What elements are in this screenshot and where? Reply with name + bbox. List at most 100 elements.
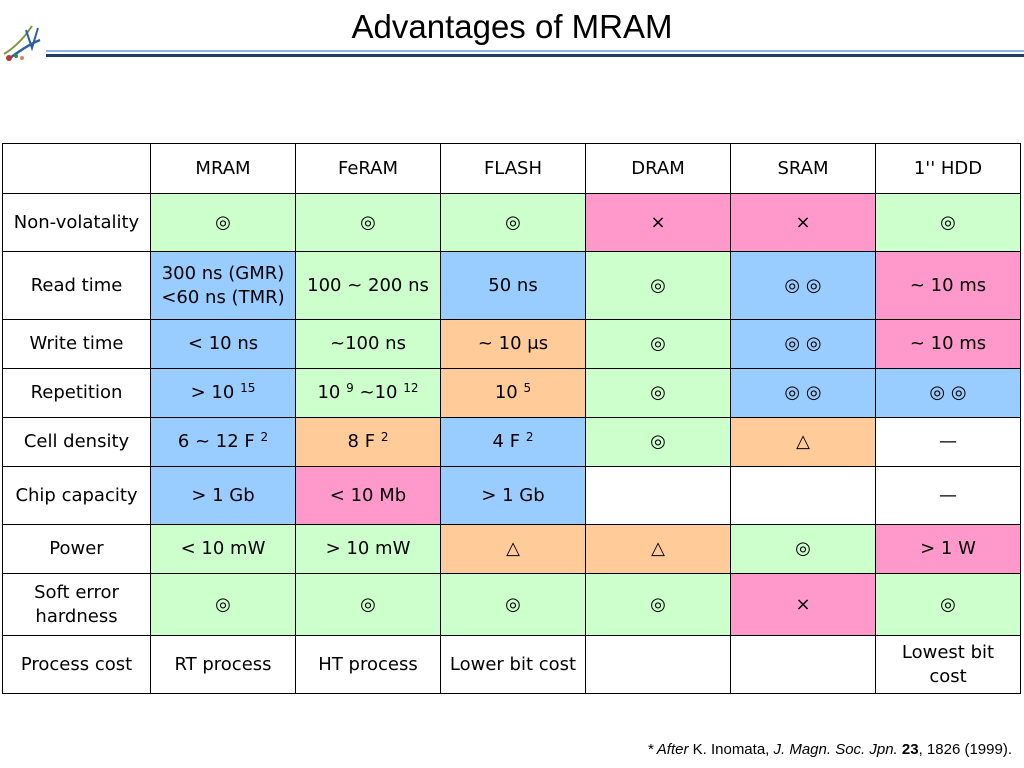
cell-capacity-flash: > 1 Gb (440, 466, 586, 525)
cell-density-flash: 4 F 2 (440, 417, 586, 467)
cell-read-mram: 300 ns (GMR) <60 ns (TMR) (150, 251, 296, 320)
header-hdd: 1'' HDD (875, 143, 1021, 194)
cell-cost-feram: HT process (295, 635, 441, 694)
cell-density-mram: 6 ~ 12 F 2 (150, 417, 296, 467)
cell-power-sram: ◎ (730, 524, 876, 574)
row-label: Soft error hardness (2, 573, 151, 636)
cell-cost-sram (730, 635, 876, 694)
cell-write-flash: ~ 10 μs (440, 319, 586, 369)
header-feram: FeRAM (295, 143, 441, 194)
footnote-volume: 23 (901, 741, 919, 758)
cell-power-flash: △ (440, 524, 586, 574)
row-label: Cell density (2, 417, 151, 467)
cell-rep-mram: > 10 15 (150, 368, 296, 418)
cell-density-feram-base: 8 F (347, 431, 376, 452)
cell-read-mram-gmr: 300 ns (GMR) (161, 262, 285, 284)
cell-rep-flash-exp: 5 (523, 381, 532, 395)
row-cell-density: Cell density 6 ~ 12 F 2 8 F 2 4 F 2 ◎ △ … (2, 417, 1021, 467)
cell-cost-dram (585, 635, 731, 694)
row-label: Write time (2, 319, 151, 369)
cell-softerror-dram: ◎ (585, 573, 731, 636)
cell-read-hdd: ~ 10 ms (875, 251, 1021, 320)
cell-rep-feram-mid: ~10 (359, 382, 398, 403)
cell-rep-mram-base: > 10 (190, 382, 235, 403)
citation-footnote: * After K. Inomata, J. Magn. Soc. Jpn. 2… (647, 740, 1012, 760)
row-nonvolatility: Non-volatality ◎ ◎ ◎ × × ◎ (2, 193, 1021, 252)
cell-read-mram-tmr: <60 ns (TMR) (161, 286, 285, 308)
cell-density-mram-base: 6 ~ 12 F (177, 431, 255, 452)
cell-read-flash: 50 ns (440, 251, 586, 320)
cell-density-feram: 8 F 2 (295, 417, 441, 467)
cell-density-sram: △ (730, 417, 876, 467)
title-underline-dark (46, 54, 1024, 57)
cell-density-hdd: — (875, 417, 1021, 467)
row-label: Chip capacity (2, 466, 151, 525)
title-underline-light (46, 50, 1024, 52)
cell-power-feram: > 10 mW (295, 524, 441, 574)
cell-capacity-hdd: — (875, 466, 1021, 525)
cell-rep-feram-exp2: 12 (403, 381, 419, 395)
cell-capacity-feram: < 10 Mb (295, 466, 441, 525)
row-repetition: Repetition > 10 15 10 9 ~10 12 10 5 ◎ ◎ … (2, 368, 1021, 418)
footnote-rest: , 1826 (1999). (918, 741, 1012, 758)
footnote-after: After (656, 741, 689, 758)
row-read-time: Read time 300 ns (GMR) <60 ns (TMR) 100 … (2, 251, 1021, 320)
row-soft-error: Soft error hardness ◎ ◎ ◎ ◎ × ◎ (2, 573, 1021, 636)
logo-icon (3, 25, 41, 61)
cell-capacity-sram (730, 466, 876, 525)
cell-write-sram: ◎ ◎ (730, 319, 876, 369)
cell-power-hdd: > 1 W (875, 524, 1021, 574)
row-label: Read time (2, 251, 151, 320)
cell-cost-hdd: Lowest bit cost (875, 635, 1021, 694)
cell-density-dram: ◎ (585, 417, 731, 467)
cell-write-hdd: ~ 10 ms (875, 319, 1021, 369)
cell-read-sram: ◎ ◎ (730, 251, 876, 320)
cell-rep-sram: ◎ ◎ (730, 368, 876, 418)
cell-rep-flash-base: 10 (494, 382, 518, 403)
cell-nonvol-mram: ◎ (150, 193, 296, 252)
row-label: Power (2, 524, 151, 574)
row-label: Repetition (2, 368, 151, 418)
cell-rep-dram: ◎ (585, 368, 731, 418)
cell-write-dram: ◎ (585, 319, 731, 369)
cell-cost-flash: Lower bit cost (440, 635, 586, 694)
cell-softerror-hdd: ◎ (875, 573, 1021, 636)
row-label: Process cost (2, 635, 151, 694)
cell-nonvol-feram: ◎ (295, 193, 441, 252)
row-power: Power < 10 mW > 10 mW △ △ ◎ > 1 W (2, 524, 1021, 574)
cell-nonvol-sram: × (730, 193, 876, 252)
row-chip-capacity: Chip capacity > 1 Gb < 10 Mb > 1 Gb — (2, 466, 1021, 525)
cell-read-dram: ◎ (585, 251, 731, 320)
footnote-author: K. Inomata, (688, 741, 774, 758)
cell-rep-feram-base: 10 (317, 382, 341, 403)
comparison-table: MRAM FeRAM FLASH DRAM SRAM 1'' HDD Non-v… (2, 143, 1021, 694)
cell-write-feram: ~100 ns (295, 319, 441, 369)
cell-capacity-mram: > 1 Gb (150, 466, 296, 525)
cell-softerror-sram: × (730, 573, 876, 636)
cell-rep-feram-exp1: 9 (346, 381, 354, 395)
cell-read-feram: 100 ~ 200 ns (295, 251, 441, 320)
cell-nonvol-hdd: ◎ (875, 193, 1021, 252)
cell-softerror-flash: ◎ (440, 573, 586, 636)
row-label: Non-volatality (2, 193, 151, 252)
cell-rep-mram-exp: 15 (240, 381, 256, 395)
header-mram: MRAM (150, 143, 296, 194)
header-corner (2, 143, 151, 194)
header-row: MRAM FeRAM FLASH DRAM SRAM 1'' HDD (2, 143, 1021, 194)
header-flash: FLASH (440, 143, 586, 194)
cell-density-flash-exp: 2 (525, 430, 534, 444)
footnote-asterisk: * (647, 741, 657, 758)
cell-softerror-mram: ◎ (150, 573, 296, 636)
cell-density-feram-exp: 2 (380, 430, 389, 444)
cell-nonvol-dram: × (585, 193, 731, 252)
cell-power-dram: △ (585, 524, 731, 574)
cell-capacity-dram (585, 466, 731, 525)
cell-cost-mram: RT process (150, 635, 296, 694)
cell-density-mram-exp: 2 (260, 430, 269, 444)
footnote-journal: J. Magn. Soc. Jpn. (773, 741, 898, 758)
header-dram: DRAM (585, 143, 731, 194)
cell-power-mram: < 10 mW (150, 524, 296, 574)
cell-softerror-feram: ◎ (295, 573, 441, 636)
cell-rep-hdd: ◎ ◎ (875, 368, 1021, 418)
cell-write-mram: < 10 ns (150, 319, 296, 369)
